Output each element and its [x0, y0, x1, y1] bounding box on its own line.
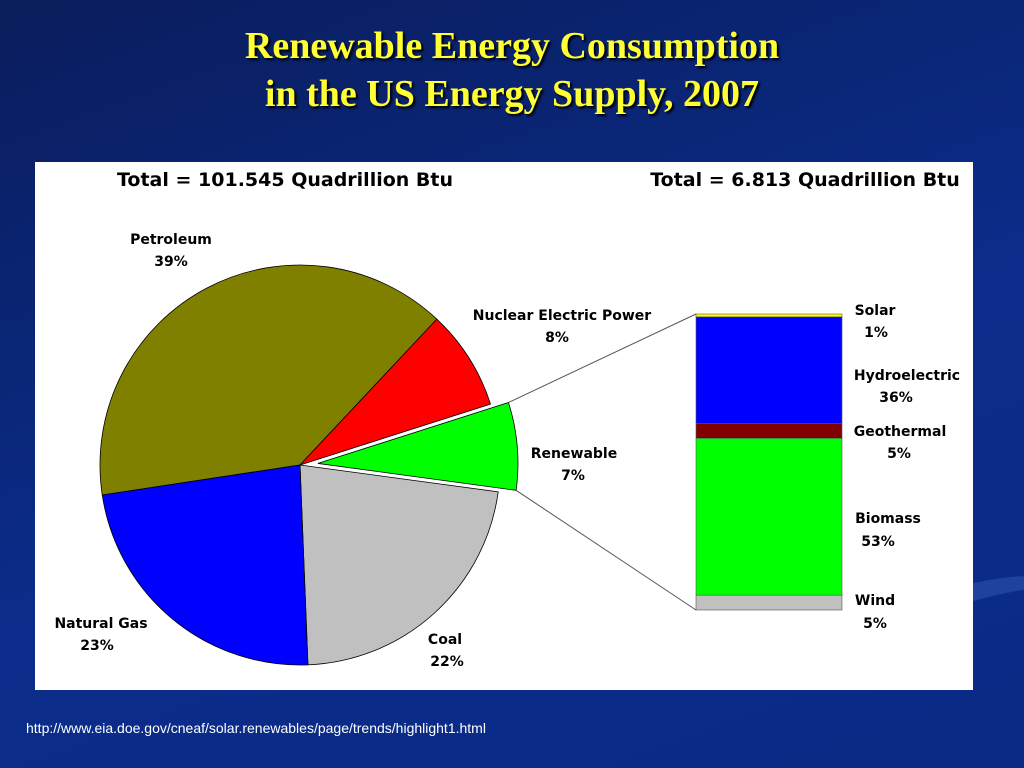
title-line-1: Renewable Energy Consumption — [244, 25, 780, 67]
pie-label-nuclear: Nuclear Electric Power — [473, 308, 652, 324]
source-url: http://www.eia.doe.gov/cneaf/solar.renew… — [26, 720, 486, 736]
pie-value-renewable: 7% — [561, 468, 585, 484]
chart-svg: Total = 101.545 Quadrillion Btu Total = … — [54, 169, 960, 670]
bar-segment-solar — [695, 313, 843, 318]
pie-label-natural-gas: Natural Gas — [54, 616, 147, 632]
bar-value-wind: 5% — [863, 616, 887, 632]
bar-segment-biomass — [695, 438, 843, 596]
bar-value-geothermal: 5% — [887, 446, 911, 462]
pie-value-petroleum: 39% — [154, 254, 188, 270]
pie-label-renewable: Renewable — [531, 446, 617, 462]
renewable-stacked-bar — [695, 313, 843, 611]
pie-chart-title: Total = 101.545 Quadrillion Btu — [117, 169, 453, 191]
pie-chart — [99, 264, 519, 666]
pie-value-natural-gas: 23% — [80, 638, 114, 654]
bar-label-hydroelectric: Hydroelectric — [854, 368, 960, 384]
title-line-2: in the US Energy Supply, 2007 — [264, 73, 760, 115]
pie-value-nuclear: 8% — [545, 330, 569, 346]
bar-label-solar: Solar — [855, 303, 896, 319]
connector-lines — [508, 313, 697, 611]
pie-slice-nuclear-electric-power — [298, 318, 492, 466]
pie-labels: Petroleum 39% Nuclear Electric Power 8% … — [54, 232, 651, 670]
slide-title: Renewable Energy Consumption in the US E… — [0, 22, 1024, 118]
bar-segment-geothermal — [695, 423, 843, 439]
bar-value-solar: 1% — [864, 325, 888, 341]
bar-chart-title: Total = 6.813 Quadrillion Btu — [650, 169, 960, 191]
connector-line-bottom — [515, 489, 697, 611]
connector-line-top — [508, 313, 697, 403]
pie-label-coal: Coal — [428, 632, 462, 648]
bar-value-biomass: 53% — [861, 534, 895, 550]
bar-segment-wind — [695, 594, 843, 611]
bar-segment-hydroelectric — [695, 316, 843, 424]
bar-label-biomass: Biomass — [855, 511, 921, 527]
bar-value-hydroelectric: 36% — [879, 390, 913, 406]
pie-slice-renewable — [317, 402, 519, 491]
pie-value-coal: 22% — [430, 654, 464, 670]
pie-label-petroleum: Petroleum — [130, 232, 212, 248]
bar-labels: Solar 1% Hydroelectric 36% Geothermal 5%… — [854, 303, 960, 632]
bar-label-geothermal: Geothermal — [854, 424, 947, 440]
pie-slice-petroleum — [99, 264, 438, 496]
pie-slice-coal — [299, 464, 499, 666]
bar-label-wind: Wind — [855, 593, 895, 609]
pie-slice-natural-gas — [101, 464, 309, 666]
chart-panel: Total = 101.545 Quadrillion Btu Total = … — [35, 162, 973, 690]
